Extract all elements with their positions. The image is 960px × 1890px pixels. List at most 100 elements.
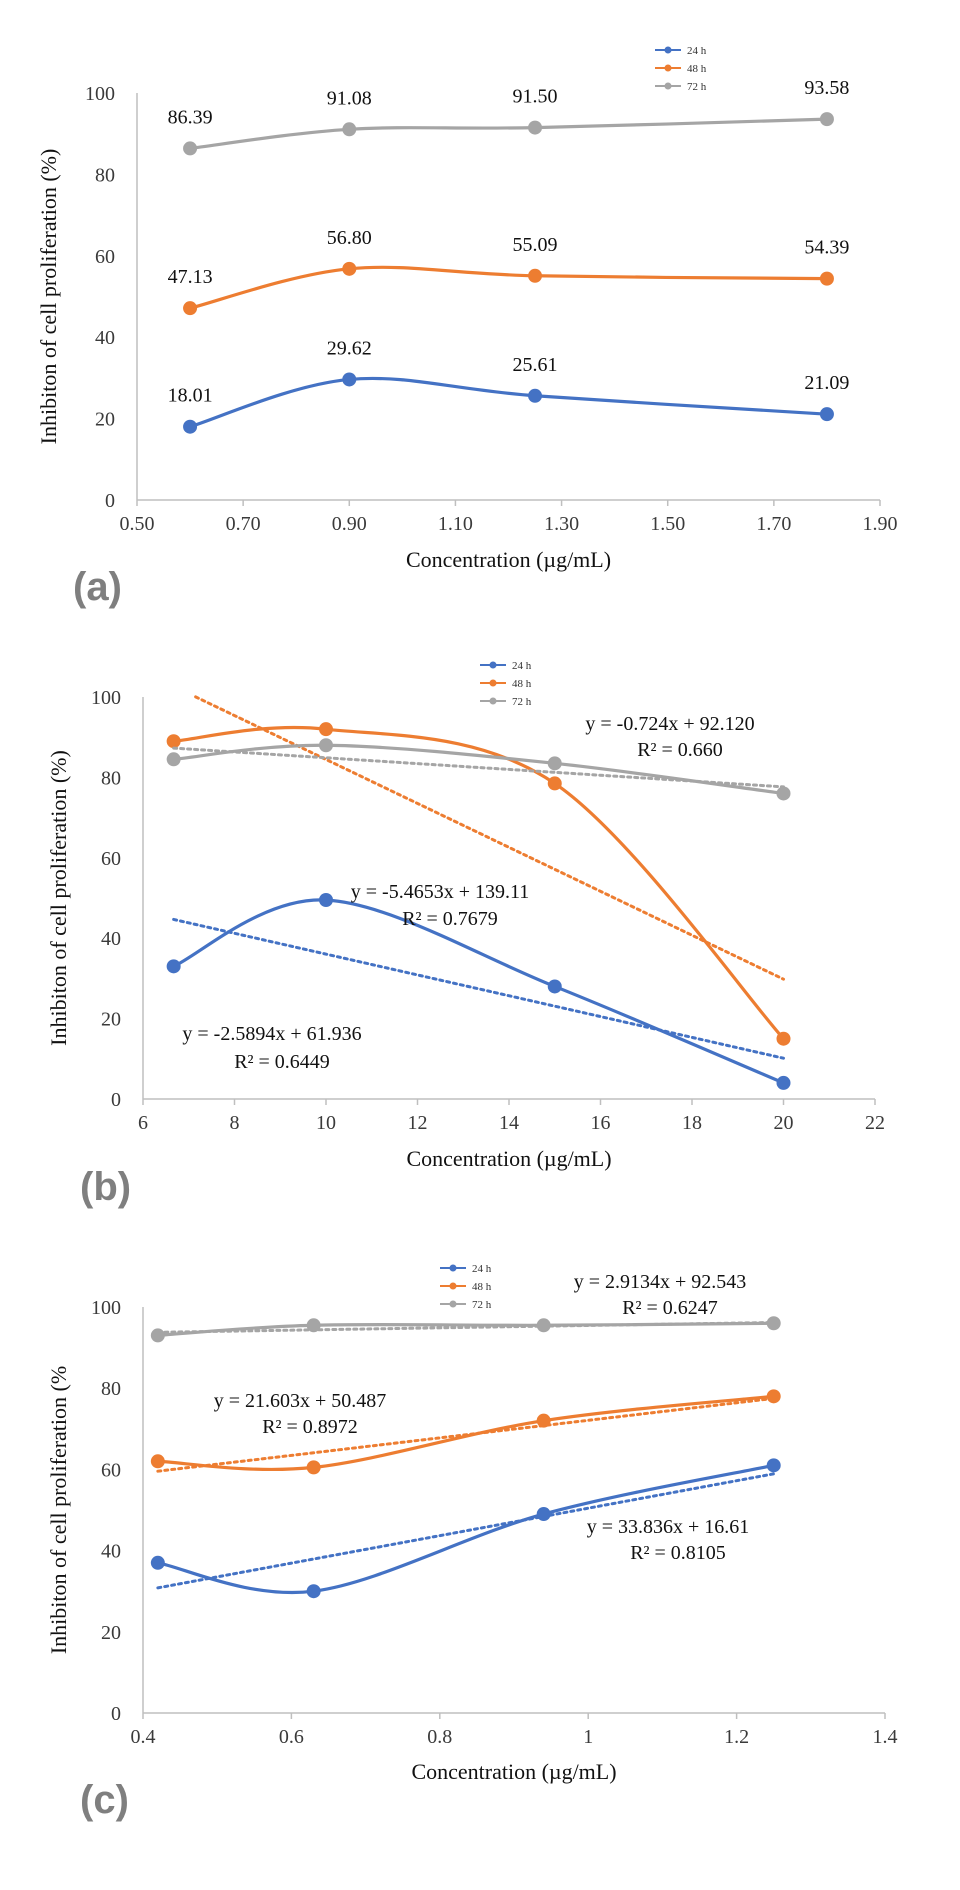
data-point [819,407,834,422]
data-label: 86.39 [168,106,213,128]
data-label: 21.09 [804,372,849,394]
legend-swatch-marker [449,1282,457,1290]
legend-swatch-marker [664,64,672,72]
legend-label: 48 h [472,1281,492,1293]
data-point [319,738,333,753]
y-tick-label: 80 [95,164,115,186]
data-point [766,1389,781,1404]
trendline-equation: y = 33.836x + 16.61 [587,1516,750,1538]
x-tick-label: 0.4 [131,1726,156,1748]
trendline-r-squared: R² = 0.6247 [622,1297,718,1319]
trendline-48h [194,695,785,981]
x-axis-title: Concentration (µg/mL) [411,1759,616,1784]
data-label: 55.09 [513,234,558,256]
legend-swatch-marker [489,679,497,687]
data-point [342,261,357,276]
y-tick-label: 80 [101,767,121,789]
y-tick-label: 40 [101,1541,121,1563]
x-tick-label: 8 [230,1112,240,1134]
x-tick-label: 0.90 [332,513,367,535]
trendline-24h [156,1472,776,1590]
y-tick-label: 40 [101,928,121,950]
series-line-72h [189,117,827,150]
legend-swatch-marker [449,1300,457,1308]
legend-label: 24 h [512,660,532,672]
x-tick-label: 10 [316,1112,336,1134]
data-point [776,786,791,801]
data-point [528,120,543,135]
data-point [528,388,543,403]
trendline-r-squared: R² = 0.6449 [234,1051,330,1073]
data-label: 29.62 [327,337,372,359]
series-line-72h [173,743,784,796]
data-point [819,271,834,286]
data-label: 56.80 [327,227,372,249]
x-tick-label: 14 [499,1112,519,1134]
series-line-24h [189,376,828,429]
y-tick-label: 80 [101,1378,121,1400]
legend-swatch-marker [449,1264,457,1272]
y-tick-label: 20 [101,1622,121,1644]
data-point [536,1318,551,1333]
x-tick-label: 1.30 [544,513,579,535]
legend-label: 72 h [472,1299,492,1311]
data-point [342,372,357,387]
y-tick-label: 60 [101,1459,121,1481]
y-tick-label: 100 [85,83,115,105]
data-point [536,1507,551,1522]
data-point [166,752,181,767]
x-tick-label: 0.70 [226,513,261,535]
trendline-r-squared: R² = 0.660 [637,739,723,761]
data-point [776,1075,791,1090]
data-point [183,141,198,156]
data-point [150,1454,165,1469]
x-tick-label: 20 [774,1112,794,1134]
trendline-r-squared: R² = 0.8105 [630,1542,726,1564]
data-point [150,1555,165,1570]
data-point [306,1318,321,1333]
data-point [166,734,181,749]
trendline-equation: y = 2.9134x + 92.543 [574,1271,747,1293]
x-tick-label: 1.50 [650,513,685,535]
data-point [166,959,181,974]
x-tick-label: 18 [682,1112,702,1134]
y-tick-label: 60 [101,848,121,870]
legend-label: 48 h [512,678,532,690]
data-point [776,1031,791,1046]
x-tick-label: 0.50 [120,513,155,535]
data-point [183,419,198,434]
panel-label: (c) [80,1778,129,1822]
data-point [766,1458,781,1473]
series-line-48h [157,1394,774,1472]
data-point [342,122,357,137]
y-tick-label: 0 [111,1089,121,1111]
trendline-r-squared: R² = 0.8972 [262,1416,358,1438]
y-axis-title: Inhibiton of cell proliferation (%) [46,750,71,1046]
data-label: 93.58 [804,77,849,99]
series-line-72h [157,1321,774,1338]
data-point [547,756,562,771]
x-tick-label: 16 [591,1112,611,1134]
legend-label: 72 h [687,81,707,93]
trendline-r-squared: R² = 0.7679 [402,908,498,930]
data-label: 54.39 [804,237,849,259]
trendline-equation: y = -2.5894x + 61.936 [182,1023,361,1045]
data-point [766,1316,781,1331]
x-tick-label: 1.4 [873,1726,898,1748]
series-line-24h [173,898,785,1085]
panel-label: (b) [80,1165,131,1209]
data-point [536,1413,551,1428]
y-axis-title: Inhibiton of cell proliferation (% [46,1366,71,1654]
data-label: 91.50 [513,86,558,108]
y-tick-label: 20 [101,1009,121,1031]
data-point [547,776,562,791]
legend: 24 h 48 h 72 h [440,1263,492,1311]
data-point [819,112,834,127]
data-point [528,268,543,283]
x-tick-label: 1.10 [438,513,473,535]
data-point [306,1460,321,1475]
x-tick-label: 1.2 [724,1726,749,1748]
y-tick-label: 0 [105,490,115,512]
y-tick-label: 100 [91,1297,121,1319]
